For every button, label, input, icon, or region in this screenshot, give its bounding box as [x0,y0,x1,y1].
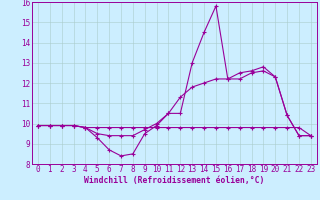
X-axis label: Windchill (Refroidissement éolien,°C): Windchill (Refroidissement éolien,°C) [84,176,265,185]
